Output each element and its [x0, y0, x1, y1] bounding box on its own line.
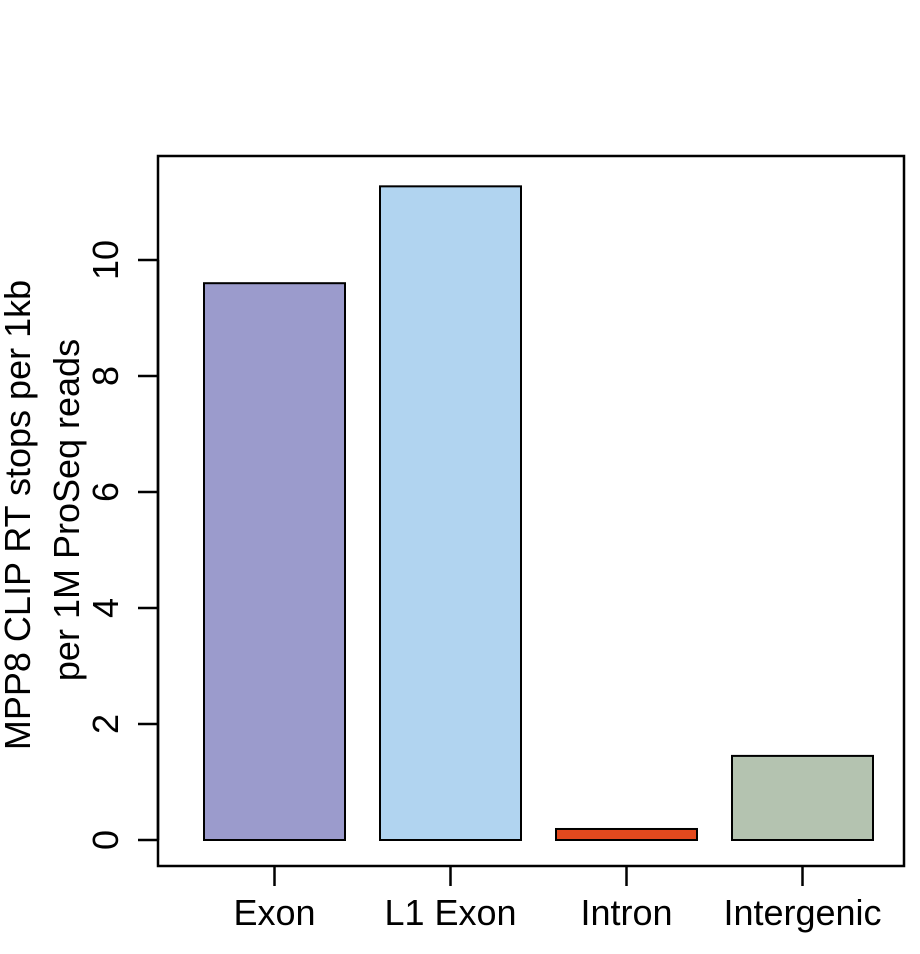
y-axis-title-line-1: MPP8 CLIP RT stops per 1kb — [0, 280, 38, 750]
x-tick-label-exon: Exon — [233, 892, 315, 933]
y-tick-label-4: 4 — [85, 598, 126, 618]
bar-intergenic — [731, 754, 874, 842]
bar-exon — [203, 282, 346, 841]
y-axis-title-line-2: per 1M ProSeq reads — [46, 339, 87, 681]
y-tick-label-2: 2 — [85, 714, 126, 734]
bar-intron — [555, 827, 698, 841]
x-tick-label-intron: Intron — [580, 892, 672, 933]
y-tick-label-6: 6 — [85, 482, 126, 502]
y-tick-label-0: 0 — [85, 830, 126, 850]
y-tick-label-8: 8 — [85, 366, 126, 386]
x-tick-label-l1-exon: L1 Exon — [384, 892, 516, 933]
x-tick-label-intergenic: Intergenic — [723, 892, 881, 933]
bar-l1-exon — [379, 185, 522, 841]
y-tick-label-10: 10 — [85, 240, 126, 280]
